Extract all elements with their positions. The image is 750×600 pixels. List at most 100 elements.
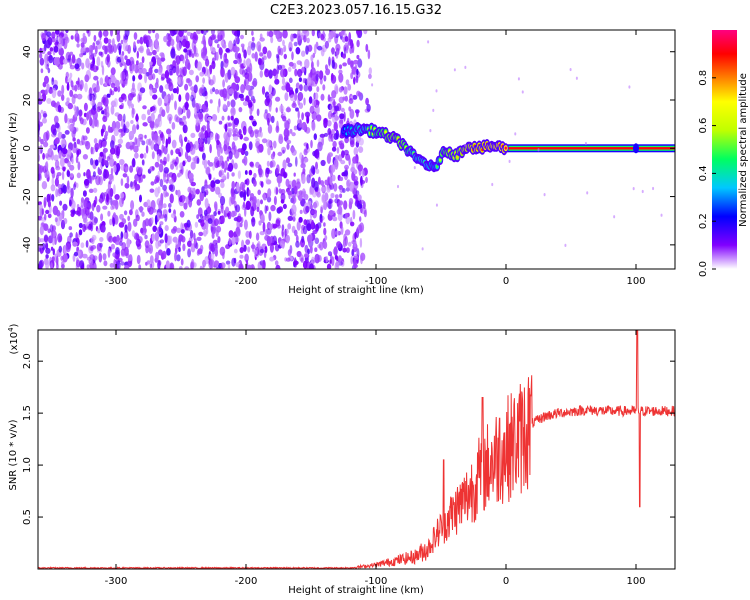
noise-blob	[291, 51, 294, 61]
noise-blob	[83, 218, 88, 223]
noise-blob	[50, 246, 54, 251]
noise-blob	[142, 174, 146, 179]
noise-blob	[298, 77, 302, 82]
noise-blob	[148, 244, 153, 254]
noise-blob	[365, 97, 369, 106]
noise-blob	[154, 231, 159, 242]
noise-blob	[142, 122, 148, 127]
noise-blob	[164, 242, 168, 250]
noise-blob	[85, 58, 90, 69]
noise-blob	[320, 159, 326, 167]
noise-blob	[90, 245, 94, 252]
noise-blob	[113, 184, 116, 195]
noise-blob	[175, 65, 180, 77]
noise-blob	[159, 239, 165, 244]
noise-blob	[97, 228, 101, 234]
noise-blob	[98, 252, 103, 263]
noise-blob	[197, 248, 203, 255]
noise-blob	[150, 181, 155, 186]
noise-blob	[312, 166, 316, 176]
noise-blob	[326, 120, 332, 127]
noise-blob	[80, 199, 84, 208]
noise-blob	[268, 211, 272, 222]
noise-blob	[299, 152, 303, 160]
noise-blob	[186, 109, 191, 119]
noise-blob	[162, 203, 167, 209]
noise-blob	[170, 48, 176, 59]
noise-blob	[340, 160, 346, 165]
noise-blob	[314, 237, 320, 245]
noise-blob	[146, 199, 151, 209]
noise-blob	[141, 56, 145, 64]
noise-blob	[126, 175, 130, 184]
noise-blob	[339, 113, 345, 120]
noise-blob	[345, 187, 350, 192]
colorbar-tick-label: 0.8	[698, 70, 709, 86]
noise-blob	[83, 178, 90, 186]
noise-blob	[306, 174, 311, 184]
noise-blob	[145, 145, 149, 154]
noise-blob	[293, 125, 297, 131]
noise-blob	[69, 173, 74, 178]
noise-blob	[203, 209, 208, 217]
noise-blob	[204, 220, 209, 230]
noise-blob	[114, 194, 120, 200]
noise-blob	[333, 159, 339, 168]
noise-blob	[62, 253, 68, 263]
noise-blob	[133, 41, 136, 49]
noise-blob	[82, 190, 87, 197]
noise-blob	[142, 105, 147, 110]
noise-blob	[61, 171, 65, 181]
noise-blob	[228, 150, 233, 160]
noise-blob	[338, 96, 345, 104]
noise-blob	[119, 213, 124, 220]
noise-blob	[303, 84, 309, 92]
noise-blob	[158, 130, 162, 135]
noise-blob	[159, 106, 164, 117]
noise-blob	[144, 240, 150, 249]
noise-blob	[306, 115, 310, 124]
noise-blob	[211, 114, 218, 122]
noise-blob	[123, 123, 126, 133]
noise-blob	[162, 250, 167, 260]
noise-blob	[324, 40, 329, 49]
noise-blob	[92, 56, 95, 67]
noise-fleck	[427, 40, 430, 44]
noise-blob	[90, 236, 95, 245]
noise-blob	[163, 35, 169, 43]
noise-blob	[104, 130, 109, 137]
noise-blob	[89, 116, 93, 127]
snr-x-ticks: -300 -200 -100 0 100	[105, 330, 646, 587]
noise-blob	[329, 104, 334, 113]
noise-blob	[168, 68, 173, 76]
noise-blob	[62, 148, 68, 155]
noise-blob	[56, 35, 59, 46]
noise-blob	[276, 54, 280, 64]
noise-blob	[74, 63, 80, 70]
noise-blob	[202, 265, 205, 269]
noise-blob	[94, 45, 98, 55]
noise-blob	[110, 82, 116, 89]
noise-blob	[85, 127, 90, 134]
noise-blob	[176, 41, 182, 51]
noise-blob	[244, 170, 248, 175]
noise-blob	[230, 106, 236, 117]
noise-blob	[179, 266, 183, 269]
noise-blob	[43, 234, 49, 243]
noise-blob	[290, 146, 295, 153]
noise-blob	[307, 248, 310, 255]
y-tick-label: 0	[22, 145, 33, 151]
noise-blob	[40, 95, 43, 101]
noise-blob	[45, 209, 50, 215]
noise-blob	[278, 206, 283, 213]
noise-blob	[87, 212, 92, 219]
noise-blob	[190, 161, 196, 170]
noise-blob	[61, 84, 65, 95]
noise-blob	[225, 206, 230, 214]
noise-blob	[134, 152, 139, 159]
noise-blob	[78, 222, 83, 229]
noise-blob	[293, 185, 298, 195]
noise-blob	[79, 84, 83, 92]
colorbar-tick-label: 0.2	[698, 213, 709, 229]
noise-blob	[161, 160, 167, 165]
